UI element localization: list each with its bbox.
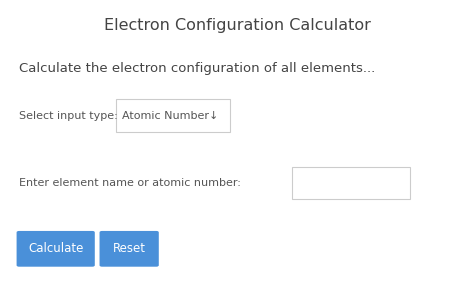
Text: Calculate the electron configuration of all elements...: Calculate the electron configuration of … bbox=[19, 62, 375, 75]
FancyBboxPatch shape bbox=[116, 100, 230, 132]
Text: Enter element name or atomic number:: Enter element name or atomic number: bbox=[19, 178, 241, 188]
Text: Atomic Number↓: Atomic Number↓ bbox=[122, 111, 218, 121]
Text: Reset: Reset bbox=[113, 242, 146, 255]
FancyBboxPatch shape bbox=[292, 166, 410, 200]
FancyBboxPatch shape bbox=[100, 231, 159, 267]
Text: Electron Configuration Calculator: Electron Configuration Calculator bbox=[103, 18, 371, 33]
Text: Calculate: Calculate bbox=[28, 242, 83, 255]
FancyBboxPatch shape bbox=[17, 231, 95, 267]
Text: Select input type:: Select input type: bbox=[19, 111, 118, 121]
